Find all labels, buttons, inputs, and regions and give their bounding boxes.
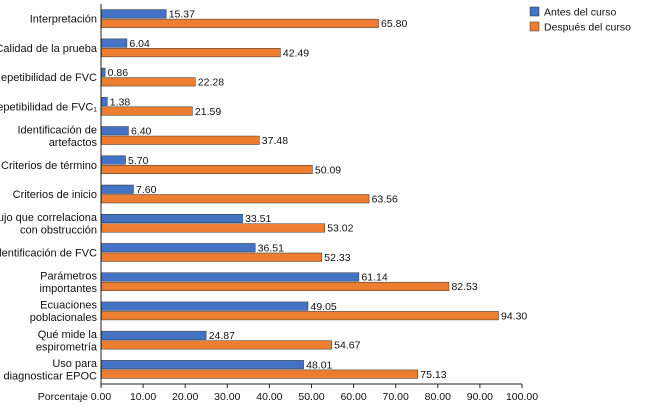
x-tick-label-9: 90.00 (467, 391, 493, 403)
value-label-antes-10: 49.05 (311, 301, 337, 313)
category-label-0: Interpretación (30, 14, 97, 26)
legend-swatch-antes (529, 6, 540, 17)
value-label-antes-12: 48.01 (306, 359, 332, 371)
category-label-5: Criterios de término (1, 160, 97, 172)
category-label-1: Calidad de la prueba (0, 43, 98, 55)
bar-despues-1 (101, 48, 281, 58)
bar-antes-11 (101, 330, 207, 340)
value-label-antes-4: 6.40 (131, 126, 152, 138)
value-label-despues-4: 37.48 (262, 135, 288, 147)
bar-antes-6 (101, 184, 134, 194)
x-tick-label-4: 40.00 (256, 391, 282, 403)
value-label-despues-7: 53.02 (327, 223, 353, 235)
x-tick-label-7: 70.00 (383, 391, 409, 403)
category-label-3: Repetibilidad de FVC₁ (0, 101, 97, 113)
category-label-4-line-1: Identificación de (18, 124, 98, 136)
value-label-antes-7: 33.51 (245, 213, 271, 225)
legend-label-despues: Después del curso (544, 22, 631, 34)
category-label-10-line-2: poblacionales (30, 312, 98, 324)
bar-despues-12 (101, 369, 419, 379)
x-tick-label-8: 80.00 (425, 391, 451, 403)
legend-label-antes: Antes del curso (544, 7, 617, 19)
category-label-6: Criterios de inicio (13, 189, 97, 201)
category-label-9-line-2: importantes (40, 283, 98, 295)
x-tick-label-5: 50.00 (298, 391, 324, 403)
bar-antes-5 (101, 155, 126, 165)
value-label-despues-6: 63.56 (372, 194, 398, 206)
value-label-despues-11: 54.67 (334, 340, 360, 352)
bar-antes-7 (101, 213, 243, 223)
bar-antes-12 (101, 360, 304, 370)
value-label-antes-8: 36.51 (258, 242, 284, 254)
legend-swatch-despues (529, 21, 540, 32)
value-label-despues-2: 22.28 (198, 77, 224, 89)
category-label-7-line-2: con obstrucción (20, 224, 97, 236)
value-label-antes-9: 61.14 (361, 272, 387, 284)
value-label-despues-3: 21.59 (195, 106, 221, 118)
value-label-despues-5: 50.09 (315, 164, 341, 176)
bar-despues-4 (101, 135, 260, 145)
bar-despues-2 (101, 77, 196, 87)
value-label-antes-3: 1.38 (110, 96, 131, 108)
bar-antes-9 (101, 272, 360, 282)
value-label-despues-8: 52.33 (324, 252, 350, 264)
bar-antes-10 (101, 301, 309, 311)
bar-antes-8 (101, 243, 256, 253)
bar-despues-9 (101, 281, 450, 291)
x-tick-label-3: 30.00 (214, 391, 240, 403)
bar-despues-0 (101, 18, 379, 28)
value-label-antes-2: 0.86 (108, 67, 129, 79)
bar-despues-5 (101, 165, 313, 175)
x-tick-label-6: 60.00 (340, 391, 366, 403)
bar-antes-0 (101, 9, 167, 19)
bar-despues-6 (101, 194, 370, 204)
value-label-antes-11: 24.87 (209, 330, 235, 342)
bar-despues-8 (101, 252, 323, 262)
value-label-despues-12: 75.13 (420, 369, 446, 381)
value-label-despues-9: 82.53 (451, 281, 477, 293)
value-label-despues-1: 42.49 (283, 47, 309, 59)
category-label-4-line-2: artefactos (49, 137, 98, 149)
value-label-antes-5: 5.70 (128, 155, 149, 167)
bar-antes-2 (101, 67, 106, 77)
category-label-11-line-2: espirometría (36, 341, 98, 353)
value-label-antes-6: 7.60 (136, 184, 157, 196)
value-label-antes-0: 15.37 (169, 9, 195, 21)
x-tick-label-0: 0.00 (91, 391, 112, 403)
bar-despues-11 (101, 340, 332, 350)
x-tick-label-10: 100.00 (506, 391, 538, 403)
category-label-12-line-1: Uso para (52, 358, 98, 370)
x-tick-label-1: 10.00 (130, 391, 156, 403)
category-label-10-line-1: Ecuaciones (40, 300, 97, 312)
bar-antes-1 (101, 38, 128, 48)
category-label-7-line-1: Flujo que correlaciona (0, 212, 98, 224)
value-label-despues-10: 94.30 (501, 310, 527, 322)
bar-despues-10 (101, 311, 499, 321)
x-axis-title: Porcentaje (38, 391, 88, 403)
value-label-antes-1: 6.04 (129, 38, 150, 50)
category-label-2: Repetibilidad de FVC (0, 72, 97, 84)
value-label-despues-0: 65.80 (381, 18, 407, 30)
bar-antes-4 (101, 126, 129, 136)
bar-despues-7 (101, 223, 325, 233)
x-tick-label-2: 20.00 (172, 391, 198, 403)
bar-despues-3 (101, 106, 193, 116)
category-label-12-line-2: diagnosticar EPOC (3, 371, 97, 383)
category-label-9-line-1: Parámetros (40, 270, 97, 282)
category-label-11-line-1: Qué mide la (38, 329, 98, 341)
bar-antes-3 (101, 97, 108, 107)
category-label-8: Identificación de FVC (0, 247, 97, 259)
